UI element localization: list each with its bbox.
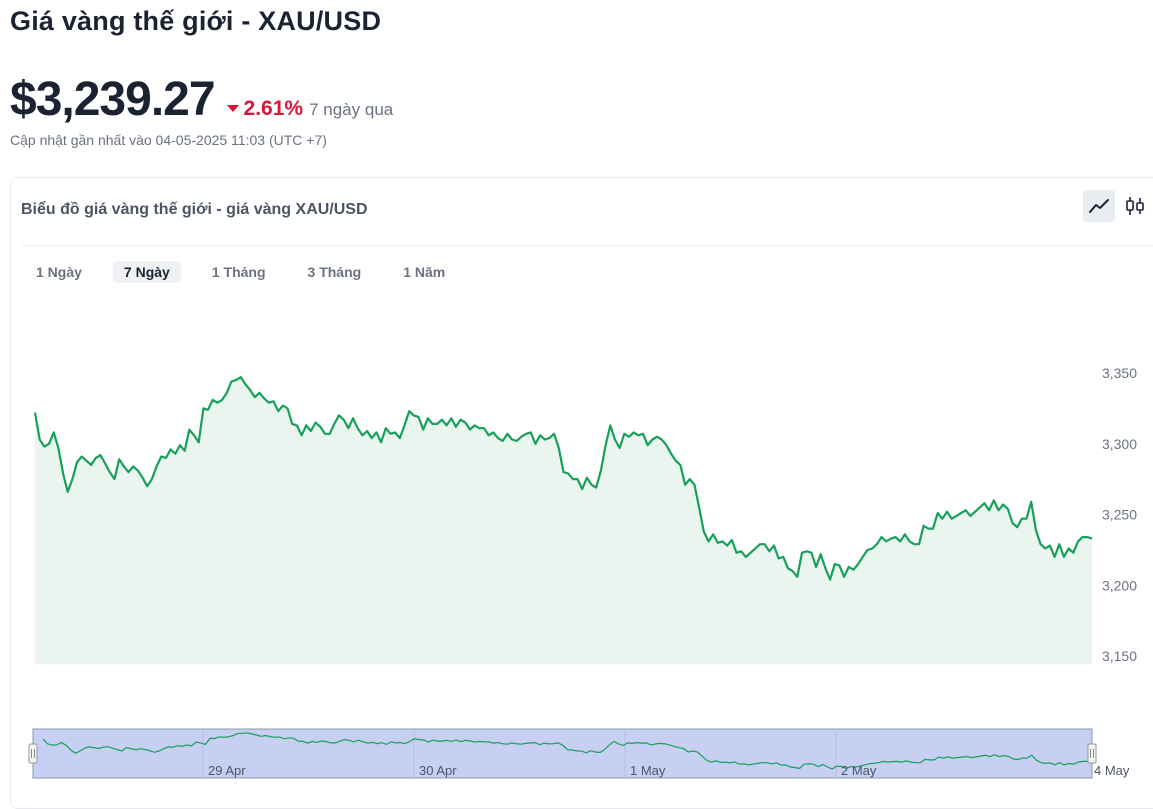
price-line bbox=[33, 376, 1093, 581]
y-tick-label: 3,300 bbox=[1102, 436, 1137, 452]
navigator-window[interactable] bbox=[32, 728, 1093, 779]
navigator-date-label: 30 Apr bbox=[419, 763, 457, 778]
range-tab[interactable]: 3 Tháng bbox=[307, 264, 362, 280]
change-percent: 2.61% bbox=[243, 97, 304, 120]
price-change: 2.61% 7 ngày qua bbox=[226, 97, 394, 121]
change-period: 7 ngày qua bbox=[309, 100, 394, 119]
current-price: $3,239.27 bbox=[10, 73, 216, 126]
last-updated: Cập nhật gần nhất vào 04-05-2025 11:03 (… bbox=[10, 132, 327, 148]
navigator-date-label: 29 Apr bbox=[208, 763, 246, 778]
page-title: Giá vàng thế giới - XAU/USD bbox=[10, 6, 382, 36]
y-tick-label: 3,250 bbox=[1102, 507, 1137, 523]
navigator-left-handle[interactable] bbox=[28, 743, 38, 764]
y-tick-label: 3,200 bbox=[1102, 577, 1137, 593]
price-row: $3,239.27 2.61% 7 ngày qua bbox=[10, 72, 393, 127]
chart-card: Biểu đồ giá vàng thế giới - giá vàng XAU… bbox=[10, 177, 1153, 809]
chart-type-toggle bbox=[1083, 190, 1151, 222]
chart-card-title: Biểu đồ giá vàng thế giới - giá vàng XAU… bbox=[21, 201, 368, 218]
candlestick-button[interactable] bbox=[1119, 190, 1151, 222]
caret-down-icon bbox=[226, 105, 239, 112]
y-tick-label: 3,150 bbox=[1102, 648, 1137, 664]
navigator-date-label: 1 May bbox=[630, 763, 666, 778]
candlestick-icon bbox=[1126, 197, 1144, 215]
navigator-date-label: 4 May bbox=[1094, 763, 1130, 778]
price-area bbox=[35, 377, 1092, 664]
range-tab[interactable]: 1 Ngày bbox=[36, 264, 82, 280]
range-tab[interactable]: 1 Năm bbox=[403, 264, 446, 280]
range-tabs: 1 Ngày 7 Ngày 1 Tháng 3 Tháng 1 Năm bbox=[25, 261, 476, 283]
navigator-right-handle[interactable] bbox=[1087, 743, 1097, 764]
navigator-date-label: 2 May bbox=[841, 763, 877, 778]
line-chart-button[interactable] bbox=[1083, 190, 1115, 222]
line-chart-icon bbox=[1089, 199, 1109, 213]
y-tick-label: 3,350 bbox=[1102, 365, 1137, 381]
navigator-line bbox=[42, 732, 1093, 770]
range-tab[interactable]: 7 Ngày bbox=[112, 261, 181, 283]
range-tab[interactable]: 1 Tháng bbox=[211, 264, 266, 280]
card-divider bbox=[21, 245, 1153, 246]
